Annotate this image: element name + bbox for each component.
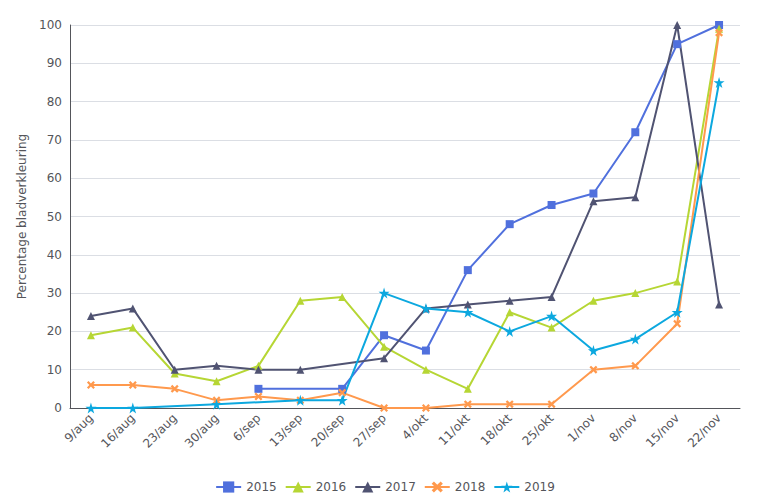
svg-text:9/aug: 9/aug (62, 411, 96, 445)
svg-text:27/sep: 27/sep (350, 411, 389, 450)
svg-text:20: 20 (47, 324, 62, 338)
svg-text:4/okt: 4/okt (399, 411, 431, 443)
svg-text:2019: 2019 (524, 480, 555, 494)
svg-text:25/okt: 25/okt (520, 411, 557, 448)
svg-text:90: 90 (47, 56, 62, 70)
svg-text:11/okt: 11/okt (436, 411, 473, 448)
svg-text:50: 50 (47, 210, 62, 224)
svg-text:18/okt: 18/okt (478, 411, 515, 448)
svg-text:8/nov: 8/nov (607, 411, 641, 445)
svg-text:2016: 2016 (316, 480, 347, 494)
svg-text:100: 100 (39, 18, 62, 32)
svg-text:30: 30 (47, 286, 62, 300)
svg-text:1/nov: 1/nov (565, 411, 599, 445)
svg-text:30/aug: 30/aug (182, 411, 221, 450)
svg-text:13/sep: 13/sep (267, 411, 306, 450)
svg-text:16/aug: 16/aug (98, 411, 137, 450)
svg-text:6/sep: 6/sep (230, 411, 263, 444)
svg-text:80: 80 (47, 95, 62, 109)
svg-text:23/aug: 23/aug (140, 411, 179, 450)
svg-text:22/nov: 22/nov (685, 411, 724, 450)
svg-text:2018: 2018 (455, 480, 486, 494)
svg-text:15/nov: 15/nov (643, 411, 682, 450)
svg-text:Percentage bladverkleuring: Percentage bladverkleuring (15, 134, 29, 299)
svg-text:0: 0 (54, 401, 62, 415)
svg-text:60: 60 (47, 171, 62, 185)
svg-text:10: 10 (47, 363, 62, 377)
svg-text:20/sep: 20/sep (309, 411, 348, 450)
svg-text:70: 70 (47, 133, 62, 147)
svg-text:2017: 2017 (385, 480, 416, 494)
svg-text:2015: 2015 (246, 480, 277, 494)
svg-text:40: 40 (47, 248, 62, 262)
